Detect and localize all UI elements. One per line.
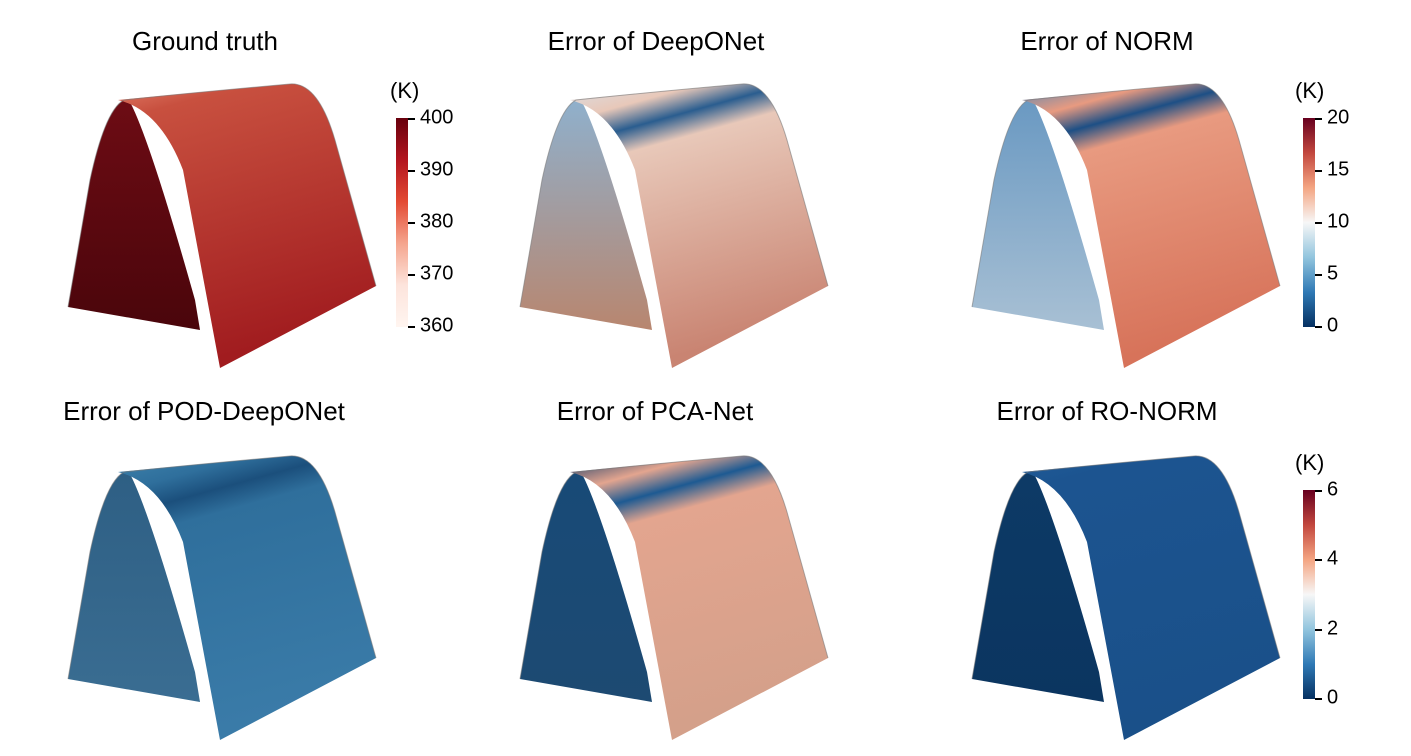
panel-title-pca-net: Error of PCA-Net (556, 396, 754, 426)
surface-back-face (972, 100, 1104, 330)
colorbar-tick (408, 170, 415, 172)
surface-norm-error (971, 83, 1281, 368)
colorbar-tick-label: 370 (420, 262, 454, 285)
colorbar-tick (1315, 490, 1322, 492)
colorbar-tick (1315, 326, 1322, 328)
surface-front-face (118, 83, 376, 368)
colorbar-tick-label: 2 (1327, 617, 1339, 640)
colorbar-tick (1315, 559, 1322, 561)
colorbar-tick (408, 222, 415, 224)
surface-ground-truth (67, 83, 377, 368)
colorbar-tick (1315, 170, 1322, 172)
surface-back-face (68, 472, 200, 702)
colorbar-tick (1315, 118, 1322, 120)
surface-back-face (972, 472, 1104, 702)
colorbar-tick-label: 20 (1327, 106, 1350, 129)
colorbar-tick-label: 390 (420, 158, 454, 181)
colorbar-tick (408, 326, 415, 328)
panel-title-deeponet: Error of DeepONet (547, 26, 765, 56)
surface-front-face (1022, 455, 1280, 740)
colorbar-tick-label: 4 (1327, 547, 1339, 570)
surface-ro-norm-error (971, 455, 1281, 740)
colorbar-tick (1315, 222, 1322, 224)
surface-front-face (570, 455, 828, 740)
colorbar-unit: (K) (390, 78, 420, 103)
surface-front-face (570, 83, 828, 368)
panel-title-pod-deeponet: Error of POD-DeepONet (63, 396, 345, 426)
colorbar-tick-label: 360 (420, 314, 454, 337)
panel-title-ro-norm: Error of RO-NORM (996, 396, 1218, 426)
surface-back-face (520, 100, 652, 330)
panel-title-ground-truth: Ground truth (132, 26, 278, 56)
colorbar-tick (1315, 274, 1322, 276)
colorbar-tick-label: 5 (1327, 262, 1339, 285)
surface-edge (971, 83, 1281, 308)
colorbar-unit: (K) (1295, 450, 1325, 475)
surface-pca-net-error (519, 455, 829, 740)
surface-edge (519, 455, 829, 680)
colorbar-tick-label: 15 (1327, 158, 1350, 181)
colorbar-unit: (K) (1295, 78, 1325, 103)
colorbar-tick-label: 6 (1327, 478, 1339, 501)
colorbar-tick-label: 0 (1327, 314, 1339, 337)
colorbar-gradient (1303, 490, 1315, 699)
surface-back-face (520, 472, 652, 702)
surface-deeponet-error (519, 83, 829, 368)
colorbar-tick (1315, 698, 1322, 700)
colorbar-gradient (396, 118, 408, 327)
surface-edge (519, 83, 829, 308)
colorbar-gradient (1303, 118, 1315, 327)
surface-front-face (1022, 83, 1280, 368)
panel-title-norm: Error of NORM (1020, 26, 1194, 56)
surface-edge (971, 455, 1281, 680)
surface-back-face (68, 100, 200, 330)
colorbar-tick (1315, 629, 1322, 631)
colorbar-tick (408, 118, 415, 120)
surface-front-face (118, 455, 376, 740)
colorbar-tick-label: 380 (420, 210, 454, 233)
colorbar-tick-label: 400 (420, 106, 454, 129)
surface-edge (67, 455, 377, 680)
colorbar-tick-label: 0 (1327, 686, 1339, 709)
colorbar-tick (408, 274, 415, 276)
colorbar-tick-label: 10 (1327, 210, 1350, 233)
surface-edge (67, 83, 377, 308)
surface-pod-deeponet-error (67, 455, 377, 740)
